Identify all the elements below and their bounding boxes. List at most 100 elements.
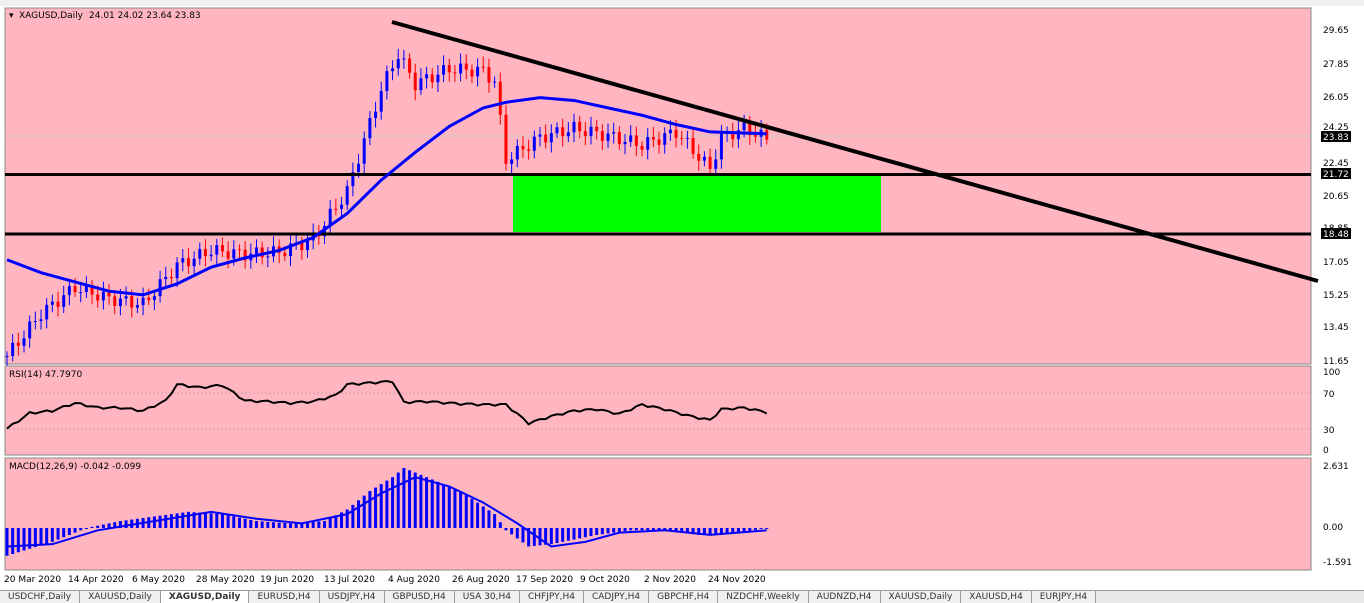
macd-bar [249, 519, 253, 528]
tab-usdchf-daily[interactable]: USDCHF,Daily [0, 591, 81, 603]
candle-body [289, 243, 292, 257]
candle-body [589, 126, 593, 137]
candle-body [748, 122, 752, 136]
candle-body [408, 58, 412, 73]
candle-body [493, 81, 497, 83]
candle-body [470, 69, 474, 77]
tab-eurusd-h4[interactable]: EURUSD,H4 [249, 591, 320, 603]
tab-cadjpy-h4[interactable]: CADJPY,H4 [583, 591, 650, 603]
price-tick: 29.65 [1323, 26, 1349, 36]
chart-menu-arrow-icon[interactable]: ▾ [9, 11, 14, 21]
date-tick: 17 Sep 2020 [516, 575, 573, 585]
macd-bar [685, 528, 689, 534]
candle-body [266, 256, 270, 258]
candle-body [742, 122, 746, 131]
candle-body [33, 321, 37, 323]
tab-xauusd-daily[interactable]: XAUUSD,Daily [80, 591, 161, 603]
macd-axis: 2.631 0.00 -1.591 [1323, 462, 1352, 568]
candle-body [11, 342, 15, 357]
candle-body [232, 249, 236, 259]
macd-panel[interactable] [4, 457, 1312, 571]
tab-gbpusd-h4[interactable]: GBPUSD,H4 [384, 591, 455, 603]
macd-bar [725, 528, 729, 534]
candle-body [515, 145, 519, 160]
candle-body [90, 284, 94, 295]
macd-bar [396, 472, 400, 528]
candle-body [186, 258, 190, 267]
macd-bar [107, 523, 111, 528]
candle-body [158, 279, 162, 297]
tab-xauusd-daily-2[interactable]: XAUUSD,Daily [880, 591, 962, 603]
candle-body [731, 131, 735, 140]
macd-bar [164, 514, 168, 528]
candle-body [646, 137, 650, 150]
macd-bar [345, 509, 349, 528]
macd-bar [5, 528, 9, 556]
candle-body [164, 276, 168, 280]
date-tick: 20 Mar 2020 [4, 575, 61, 585]
tab-nzdchf-weekly[interactable]: NZDCHF,Weekly [718, 591, 809, 603]
macd-bar [33, 528, 37, 548]
macd-bar [498, 522, 502, 528]
candle-body [544, 134, 548, 143]
macd-bar [691, 528, 695, 535]
candle-body [345, 186, 349, 205]
candle-body [629, 135, 633, 142]
macd-bar [232, 516, 236, 528]
tab-usdjpy-h4[interactable]: USDJPY,H4 [319, 591, 385, 603]
macd-bar [527, 528, 531, 547]
candle-body [532, 136, 536, 151]
ohlc-values: 24.01 24.02 23.64 23.83 [89, 11, 201, 21]
candle-body [719, 133, 723, 160]
macd-bar [742, 528, 746, 532]
candle-body [260, 247, 264, 258]
candle-body [215, 245, 219, 255]
date-tick: 24 Nov 2020 [708, 575, 766, 585]
macd-bar [118, 521, 122, 528]
price-tick: 11.65 [1323, 357, 1349, 367]
candle-body [702, 156, 706, 161]
tab-eurjpy-h4[interactable]: EURJPY,H4 [1031, 591, 1097, 603]
tab-audnzd-h4[interactable]: AUDNZD,H4 [808, 591, 881, 603]
candle-body [203, 249, 207, 257]
macd-bar [481, 506, 485, 528]
date-tick: 13 Jul 2020 [324, 575, 375, 585]
rsi-panel[interactable] [4, 365, 1312, 456]
candle-body [606, 133, 610, 141]
tab-gbpchf-h4[interactable]: GBPCHF,H4 [649, 591, 719, 603]
candle-body [84, 284, 88, 293]
macd-bar [266, 521, 270, 528]
macd-bar [209, 513, 213, 528]
macd-bar [84, 528, 88, 529]
tab-xagusd-daily[interactable]: XAGUSD,Daily [160, 591, 250, 603]
candle-body [447, 65, 451, 73]
descending-trendline[interactable] [391, 20, 1319, 283]
macd-bar [186, 511, 190, 528]
macd-bar [22, 528, 26, 551]
macd-bar [765, 528, 769, 529]
candle-body [50, 301, 54, 305]
candle-body [623, 141, 627, 145]
price-axis: 29.65 27.85 26.05 24.25 22.45 20.65 18.8… [1323, 26, 1349, 367]
candle-body [152, 296, 156, 301]
candle-body [226, 251, 230, 259]
candle-body [600, 131, 604, 141]
candle-body [436, 74, 440, 83]
macd-bar [79, 528, 83, 531]
macd-bar [719, 528, 723, 535]
macd-bar [328, 518, 332, 528]
macd-bar [323, 521, 327, 528]
candle-body [504, 114, 508, 164]
macd-bar [198, 512, 202, 528]
macd-bar [408, 470, 412, 528]
toolbar-strip [0, 0, 1364, 6]
tab-usa30-h4[interactable]: USA 30,H4 [454, 591, 520, 603]
tab-chfjpy-h4[interactable]: CHFJPY,H4 [520, 591, 584, 603]
macd-bar [617, 528, 621, 532]
tab-xauusd-h4[interactable]: XAUUSD,H4 [961, 591, 1032, 603]
macd-bar [532, 528, 536, 546]
chart-canvas[interactable]: ▾ XAGUSD,Daily 24.01 24.02 23.64 23.83 2… [0, 0, 1364, 590]
macd-bar [237, 517, 241, 528]
macd-bar [220, 514, 224, 528]
